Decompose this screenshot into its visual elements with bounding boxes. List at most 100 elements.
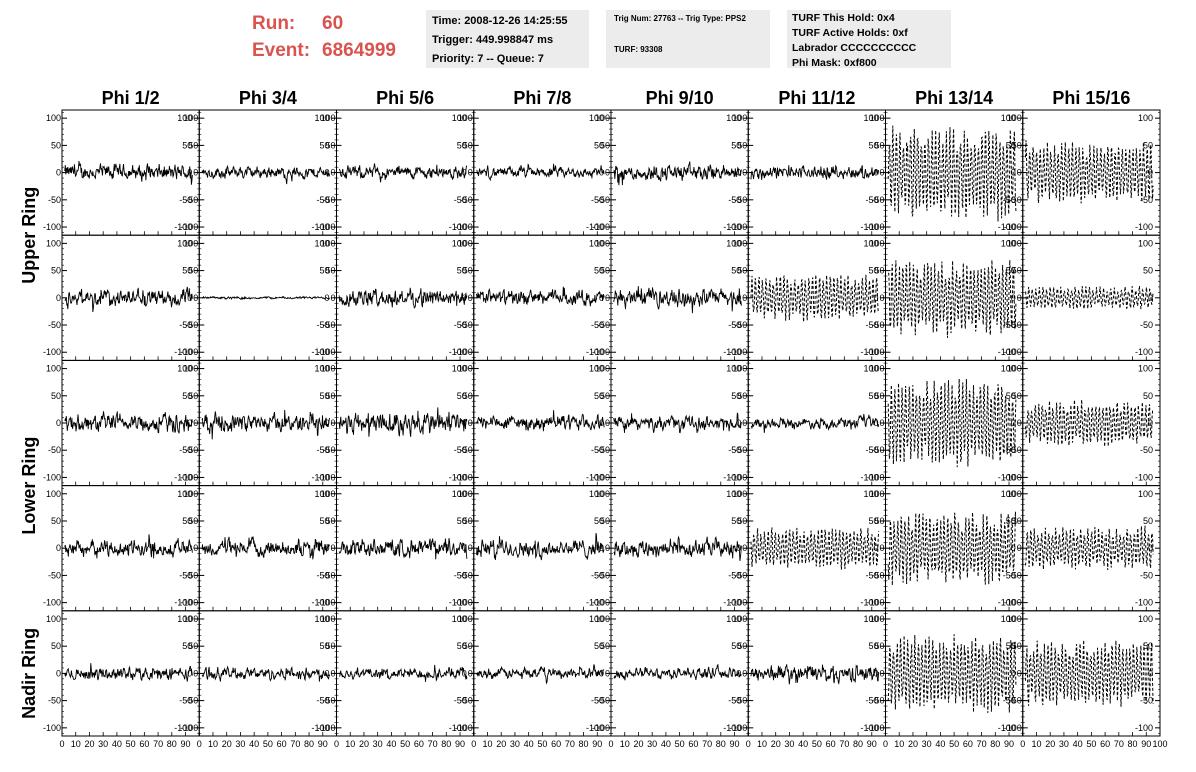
y-tick-label: -100 xyxy=(449,598,467,608)
x-tick-label: 30 xyxy=(510,739,520,749)
y-tick-label: 100 xyxy=(595,489,610,499)
y-tick-label: 50 xyxy=(182,641,192,651)
y-tick-label: 50 xyxy=(463,266,473,276)
x-tick-label: 20 xyxy=(633,739,643,749)
y-tick-label: -100 xyxy=(317,347,335,357)
y-tick-label: 100 xyxy=(46,113,61,123)
y-tick-label: -100 xyxy=(729,598,747,608)
x-tick-label: 20 xyxy=(771,739,781,749)
row-title: Lower Ring xyxy=(19,437,39,535)
y-tick-label: 100 xyxy=(452,364,467,374)
y-tick-label: -100 xyxy=(1004,723,1022,733)
waveform-trace xyxy=(338,664,468,682)
y-tick-label: -100 xyxy=(1135,598,1153,608)
y-tick-label: 0 xyxy=(193,543,198,553)
waveform-trace xyxy=(887,125,1017,222)
y-tick-label: 50 xyxy=(463,641,473,651)
column-title: Phi 11/12 xyxy=(778,88,855,108)
y-tick-label: 100 xyxy=(869,364,884,374)
x-tick-label: 40 xyxy=(935,739,945,749)
y-tick-label: -50 xyxy=(1009,445,1022,455)
y-tick-label: 0 xyxy=(742,418,747,428)
y-tick-label: 100 xyxy=(863,614,878,624)
x-tick-label: 90 xyxy=(455,739,465,749)
y-tick-label: -50 xyxy=(865,570,878,580)
y-tick-label: -50 xyxy=(322,320,335,330)
waveform-trace xyxy=(338,287,468,309)
y-tick-label: 100 xyxy=(458,614,473,624)
y-tick-label: 100 xyxy=(458,489,473,499)
y-tick-label: 50 xyxy=(1006,266,1016,276)
y-tick-label: -100 xyxy=(174,347,192,357)
row-title: Upper Ring xyxy=(19,187,39,284)
y-tick-label: 0 xyxy=(879,168,884,178)
y-tick-label: 50 xyxy=(319,641,329,651)
y-tick-label: -100 xyxy=(180,598,198,608)
y-tick-label: 100 xyxy=(314,614,329,624)
x-tick-label: 90 xyxy=(1141,739,1151,749)
y-tick-label: -50 xyxy=(1009,696,1022,706)
y-tick-label: -100 xyxy=(455,347,473,357)
event-line: Event: 6864999 xyxy=(252,37,396,64)
y-tick-label: 50 xyxy=(182,391,192,401)
y-tick-label: 50 xyxy=(319,391,329,401)
y-tick-label: -50 xyxy=(865,445,878,455)
y-tick-label: 100 xyxy=(452,113,467,123)
y-tick-label: 0 xyxy=(605,293,610,303)
y-tick-label: 50 xyxy=(737,516,747,526)
y-tick-label: 100 xyxy=(452,238,467,248)
y-tick-label: 50 xyxy=(594,140,604,150)
x-tick-label: 90 xyxy=(867,739,877,749)
y-tick-label: 100 xyxy=(863,238,878,248)
y-tick-label: 100 xyxy=(46,489,61,499)
y-tick-label: 0 xyxy=(56,418,61,428)
y-tick-label: 50 xyxy=(182,140,192,150)
y-tick-label: -50 xyxy=(591,195,604,205)
y-tick-label: -100 xyxy=(1004,347,1022,357)
y-tick-label: 0 xyxy=(1017,168,1022,178)
y-tick-label: -100 xyxy=(311,472,329,482)
y-tick-label: -50 xyxy=(316,445,329,455)
y-tick-label: -100 xyxy=(998,598,1016,608)
y-tick-label: -100 xyxy=(586,723,604,733)
x-tick-label: 80 xyxy=(304,739,314,749)
y-tick-label: 0 xyxy=(742,543,747,553)
y-tick-label: 100 xyxy=(869,238,884,248)
x-tick-label: 20 xyxy=(222,739,232,749)
y-tick-label: 50 xyxy=(188,391,198,401)
x-tick-label: 70 xyxy=(290,739,300,749)
y-tick-label: -100 xyxy=(860,222,878,232)
y-tick-label: 50 xyxy=(1012,140,1022,150)
y-tick-label: 0 xyxy=(56,168,61,178)
waveform-trace xyxy=(887,259,1017,338)
y-tick-label: 100 xyxy=(869,113,884,123)
y-tick-label: -50 xyxy=(1003,195,1016,205)
y-tick-label: 50 xyxy=(325,516,335,526)
y-tick-label: -50 xyxy=(1009,195,1022,205)
y-tick-label: 100 xyxy=(726,489,741,499)
y-tick-label: 100 xyxy=(732,364,747,374)
y-tick-label: -50 xyxy=(591,320,604,330)
y-tick-label: 50 xyxy=(874,391,884,401)
x-tick-label: 70 xyxy=(977,739,987,749)
y-tick-label: -50 xyxy=(865,320,878,330)
y-tick-label: -100 xyxy=(43,598,61,608)
y-tick-label: -100 xyxy=(586,347,604,357)
waveform-trace xyxy=(1025,399,1154,447)
x-tick-label: 70 xyxy=(702,739,712,749)
y-tick-label: 100 xyxy=(1007,113,1022,123)
y-tick-label: -100 xyxy=(43,347,61,357)
y-tick-label: 100 xyxy=(183,113,198,123)
y-tick-label: 50 xyxy=(874,641,884,651)
y-tick-label: -100 xyxy=(592,598,610,608)
waveform-trace xyxy=(1025,140,1154,204)
x-tick-label: 50 xyxy=(537,739,547,749)
y-tick-label: 50 xyxy=(319,516,329,526)
waveform-trace xyxy=(338,163,468,183)
y-tick-label: 100 xyxy=(320,113,335,123)
y-tick-label: 100 xyxy=(589,614,604,624)
y-tick-label: 50 xyxy=(1012,391,1022,401)
waveform-trace xyxy=(338,538,468,560)
y-tick-label: 100 xyxy=(320,238,335,248)
x-tick-label: 30 xyxy=(98,739,108,749)
